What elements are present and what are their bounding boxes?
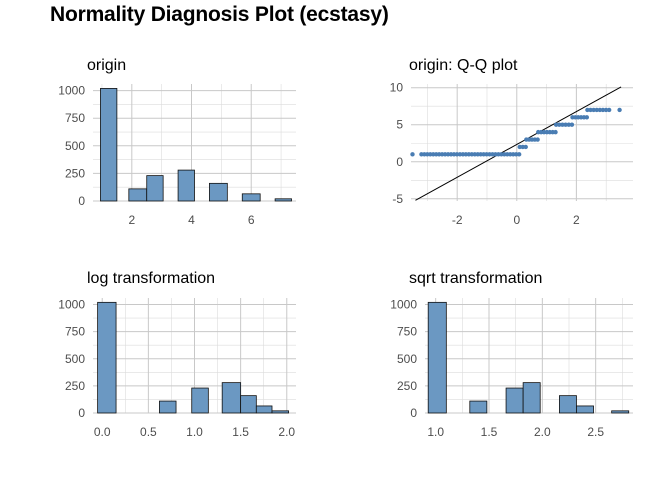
y-tick-label: 750	[65, 325, 85, 339]
qq-point	[523, 144, 528, 150]
x-tick-label: 0.5	[140, 425, 157, 439]
histogram-bar	[159, 400, 177, 414]
x-tick-label: -2	[452, 213, 463, 227]
qq-point	[591, 107, 596, 113]
y-tick-label: 0	[78, 406, 85, 420]
qq-point	[553, 129, 558, 135]
histogram-bar	[611, 410, 630, 414]
histogram-bar	[274, 198, 292, 202]
y-tick-label: 500	[397, 352, 417, 366]
x-tick-label: 0.0	[94, 425, 111, 439]
qq-point	[588, 107, 593, 113]
histogram-bar	[128, 188, 148, 202]
panel-origin-qq-plot: -2 0 2 -5 0 5 10 origin: Q-Q plot	[390, 57, 633, 227]
histogram-bar	[240, 395, 257, 414]
histogram-bar	[191, 387, 209, 414]
y-tick-label: 0	[410, 406, 417, 420]
panel-sqrt-histogram: 1.0 1.5 2.0 2.5 0 250 500 750 1000 sqrt transform…	[390, 270, 633, 439]
x-tick-label: 2.0	[278, 425, 295, 439]
y-tick-label: 1000	[58, 84, 85, 98]
y-tick-label: 5	[396, 118, 403, 132]
y-tick-label: 1000	[58, 298, 85, 312]
y-tick-label: 500	[65, 352, 85, 366]
histogram-bar	[97, 301, 117, 414]
qq-point	[566, 122, 571, 127]
x-tick-label: 1.0	[427, 425, 444, 439]
y-tick-label: 1000	[390, 298, 417, 312]
y-tick-label: 0	[396, 155, 403, 169]
chart-title: Normality Diagnosis Plot (ecstasy)	[50, 3, 389, 26]
y-tick-label: -5	[392, 192, 403, 206]
x-tick-label: 2.5	[587, 425, 604, 439]
panel-title: sqrt transformation	[409, 270, 542, 287]
histogram-bar	[100, 88, 118, 202]
qq-point	[563, 122, 568, 127]
histogram-bar	[177, 169, 195, 202]
y-tick-label: 750	[65, 111, 85, 125]
qq-point	[585, 107, 590, 113]
qq-point	[617, 107, 622, 113]
qq-point	[516, 152, 522, 157]
histogram-bar	[241, 193, 261, 202]
qq-point	[535, 137, 540, 142]
panel-title: log transformation	[87, 270, 215, 287]
panel-title: origin	[87, 57, 126, 74]
histogram-bar	[576, 405, 594, 414]
y-tick-label: 250	[397, 379, 417, 393]
qq-point	[594, 107, 599, 113]
qq-point	[560, 122, 565, 127]
y-tick-label: 250	[65, 166, 85, 180]
histogram-bar	[522, 382, 541, 414]
histogram-bar	[271, 410, 290, 414]
qq-point	[603, 107, 609, 113]
qq-reference-line	[415, 86, 622, 201]
qq-point	[584, 115, 590, 120]
y-tick-label: 250	[65, 379, 85, 393]
histogram-bar	[559, 395, 577, 414]
y-tick-label: 750	[397, 325, 417, 339]
qq-point	[557, 122, 562, 127]
x-tick-label: 1.0	[186, 425, 203, 439]
qq-point	[553, 122, 559, 127]
histogram-bar	[209, 182, 228, 202]
y-tick-label: 0	[78, 194, 85, 208]
x-tick-label: 2	[128, 213, 135, 227]
histogram-bar	[221, 382, 242, 414]
histogram-bar	[505, 387, 524, 414]
x-tick-label: 1.5	[232, 425, 249, 439]
histogram-bar	[146, 175, 164, 202]
qq-point	[597, 107, 603, 113]
histogram-bar	[469, 400, 488, 414]
qq-point	[606, 107, 612, 113]
x-tick-label: 2.0	[534, 425, 551, 439]
histogram-bar	[427, 301, 447, 414]
y-tick-label: 500	[65, 139, 85, 153]
x-tick-label: 0	[513, 213, 520, 227]
panel-title: origin: Q-Q plot	[409, 57, 518, 74]
x-tick-label: 1.5	[481, 425, 498, 439]
x-tick-label: 6	[248, 213, 255, 227]
histogram-bar	[255, 405, 273, 414]
qq-point	[600, 107, 606, 113]
x-tick-label: 2	[573, 213, 580, 227]
y-tick-label: 10	[390, 81, 404, 95]
x-tick-label: 4	[188, 213, 195, 227]
qq-point	[569, 122, 575, 127]
qq-point	[410, 152, 415, 157]
